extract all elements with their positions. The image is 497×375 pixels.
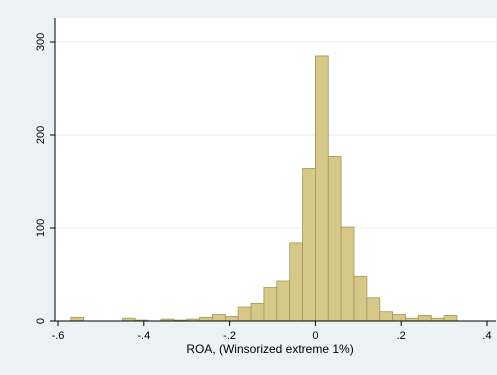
x-tick-label: -.6 <box>52 330 65 342</box>
y-tick-label: 0 <box>35 318 47 324</box>
histogram-bar <box>366 297 381 322</box>
y-tick-label: 300 <box>35 33 47 51</box>
histogram-bar <box>224 315 239 322</box>
histogram-bar <box>70 316 85 322</box>
x-tick-label: .4 <box>482 330 491 342</box>
histogram-bar <box>353 275 368 322</box>
histogram-bar <box>289 242 303 322</box>
x-tick-label: -.4 <box>137 330 150 342</box>
histogram-bar <box>379 311 394 322</box>
x-tick-label: 0 <box>312 330 318 342</box>
histogram-bar <box>327 155 342 322</box>
histogram-bar <box>443 315 458 322</box>
y-tick-label: 200 <box>35 126 47 144</box>
y-tick-label: 100 <box>35 219 47 237</box>
histogram-bar <box>392 314 406 322</box>
histogram-bar <box>417 315 432 322</box>
plot-area <box>55 18 496 321</box>
histogram-bar <box>237 306 252 322</box>
histogram-bar <box>276 280 291 322</box>
histogram-bar <box>199 316 213 322</box>
x-tick-label: -.2 <box>223 330 236 342</box>
x-axis-label: ROA, (Winsorized extreme 1%) <box>186 342 353 356</box>
y-axis-ticks: 0 100 200 300 <box>35 33 55 324</box>
histogram-bar <box>263 287 278 322</box>
histogram-bar <box>340 226 355 322</box>
x-axis-ticks: -.6 -.4 -.2 0 .2 .4 <box>52 321 492 342</box>
gridlines <box>55 41 496 229</box>
x-tick-label: .2 <box>397 330 406 342</box>
histogram-bar <box>250 302 265 322</box>
histogram-bar <box>314 55 329 322</box>
histogram-bar <box>302 168 316 322</box>
histogram-bar <box>212 314 226 322</box>
